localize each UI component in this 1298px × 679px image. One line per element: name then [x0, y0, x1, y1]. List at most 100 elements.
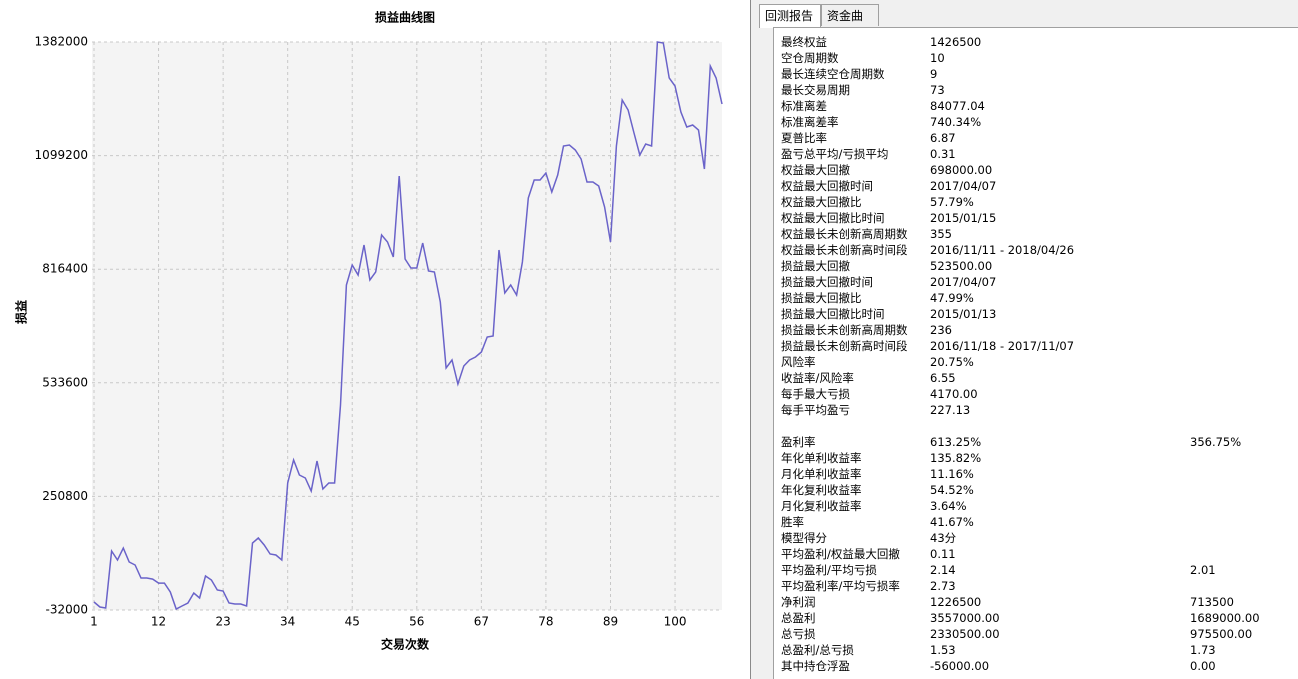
report-label: 月化复利收益率: [781, 499, 862, 513]
report-table: 最终权益 1426500 空仓周期数 10 最长连续空仓周期数 9 最长交易周期 73 标准离差…: [773, 27, 1298, 679]
report-value: 1426500: [930, 35, 982, 49]
report-value: 1.53: [930, 643, 956, 657]
report-value: 54.52%: [930, 483, 974, 497]
report-value: 2330500.00: [930, 627, 1000, 641]
chart: 损益曲线图 交易次数 损益 -32000 250800 533600 816400 10…: [14, 10, 723, 652]
report-label: 夏普比率: [781, 131, 827, 145]
chart-title: 损益曲线图: [375, 10, 435, 25]
report-value: 0.00: [1190, 659, 1216, 673]
report-value: 613.25%: [930, 435, 982, 449]
report-value: 523500.00: [930, 259, 993, 273]
report-value: 713500: [1190, 595, 1234, 609]
report-label: 损益最长未创新高时间段: [781, 339, 908, 353]
x-tick-label: 23: [215, 615, 230, 629]
report-value: 1226500: [930, 595, 982, 609]
report-value: 2.01: [1190, 563, 1216, 577]
y-tick-label: 1099200: [35, 148, 88, 162]
report-label: 损益最大回撤: [781, 259, 850, 273]
report-label: 总盈利: [781, 611, 816, 625]
report-value: 9: [930, 67, 938, 81]
tab[interactable]: 资金曲线: [821, 4, 879, 45]
report-label: 风险率: [781, 355, 816, 369]
report-label: 月化单利收益率: [781, 467, 862, 481]
report-value: 1689000.00: [1190, 611, 1260, 625]
report-value: 227.13: [930, 403, 971, 417]
report-value: 20.75%: [930, 355, 974, 369]
report-value: 2.73: [930, 579, 956, 593]
report-value: 3.64%: [930, 499, 967, 513]
report-value: 355: [930, 227, 952, 241]
report-label: 空仓周期数: [781, 51, 839, 65]
x-tick-label: 56: [409, 615, 424, 629]
report-label: 损益最大回撤时间: [781, 275, 873, 289]
y-tick-label: -32000: [45, 603, 88, 617]
report-value: 135.82%: [930, 451, 982, 465]
report-label: 损益最大回撤比时间: [781, 307, 885, 321]
report-value: 43分: [930, 531, 957, 545]
report-label: 净利润: [781, 595, 816, 609]
report-label: 权益最大回撤比时间: [781, 211, 885, 225]
report-value: 236: [930, 323, 952, 337]
report-label: 最长连续空仓周期数: [781, 67, 885, 81]
report-value: 2017/04/07: [930, 179, 997, 193]
x-axis-label: 交易次数: [381, 637, 430, 652]
x-tick-label: 78: [538, 615, 553, 629]
report-value: 0.31: [930, 147, 956, 161]
x-tick-label: 1: [90, 615, 98, 629]
report-label: 平均盈利/平均亏损: [781, 563, 877, 577]
report-label: 其中持仓浮盈: [781, 659, 850, 673]
report-label: 最长交易周期: [781, 83, 850, 97]
report-value: 2015/01/15: [930, 211, 997, 225]
y-axis-label: 损益: [14, 300, 29, 324]
report-label: 最终权益: [781, 35, 827, 49]
report-label: 权益最长未创新高周期数: [781, 227, 908, 241]
report-label: 平均盈利率/平均亏损率: [781, 579, 900, 593]
report-value: 740.34%: [930, 115, 982, 129]
report-label: 平均盈利/权益最大回撤: [781, 547, 900, 561]
report-value: 41.67%: [930, 515, 974, 529]
x-tick-label: 100: [664, 615, 687, 629]
x-tick-label: 45: [345, 615, 360, 629]
report-label: 每手平均盈亏: [781, 403, 850, 417]
report-label: 权益最长未创新高时间段: [781, 243, 908, 257]
report-value: 698000.00: [930, 163, 993, 177]
report-value: 6.87: [930, 131, 956, 145]
report-label: 盈亏总平均/亏损平均: [781, 147, 889, 161]
report-value: 57.79%: [930, 195, 974, 209]
report-label: 盈利率: [781, 435, 816, 449]
y-tick-label: 250800: [42, 489, 88, 503]
report-value: 4170.00: [930, 387, 978, 401]
x-tick-label: 12: [151, 615, 166, 629]
tab[interactable]: 回测报告: [759, 4, 821, 28]
report-value: 2015/01/13: [930, 307, 997, 321]
report-label: 损益最长未创新高周期数: [781, 323, 908, 337]
report-value: 0.11: [930, 547, 956, 561]
plot-area: [92, 42, 722, 610]
report-label: 每手最大亏损: [781, 387, 850, 401]
line: [93, 41, 723, 611]
y-tick-label: 1382000: [35, 35, 88, 49]
report-value: 1.73: [1190, 643, 1216, 657]
report-value: 10: [930, 51, 945, 65]
report-value: 356.75%: [1190, 435, 1242, 449]
report-label: 总亏损: [781, 627, 816, 641]
report-label: 权益最大回撤: [781, 163, 850, 177]
report-label: 年化单利收益率: [781, 451, 862, 465]
x-tick-label: 34: [280, 615, 295, 629]
report-value: 2017/04/07: [930, 275, 997, 289]
report-label: 权益最大回撤时间: [781, 179, 873, 193]
report-value: -56000.00: [930, 659, 990, 673]
report-label: 权益最大回撤比: [781, 195, 862, 209]
report-value: 2.14: [930, 563, 956, 577]
report-panel: 回测报告 资金曲线 最终权益 1426500 空仓周期数 10 最长连续空仓周期数 9 最长…: [750, 0, 1298, 679]
y-tick-label: 816400: [42, 262, 88, 276]
report-label: 损益最大回撤比: [781, 291, 862, 305]
report-label: 年化复利收益率: [781, 483, 862, 497]
x-tick-label: 89: [603, 615, 618, 629]
y-tick-label: 533600: [42, 375, 88, 389]
report-value: 2016/11/18 - 2017/11/07: [930, 339, 1075, 353]
report-value: 84077.04: [930, 99, 985, 113]
report-value: 73: [930, 83, 945, 97]
report-value: 6.55: [930, 371, 956, 385]
